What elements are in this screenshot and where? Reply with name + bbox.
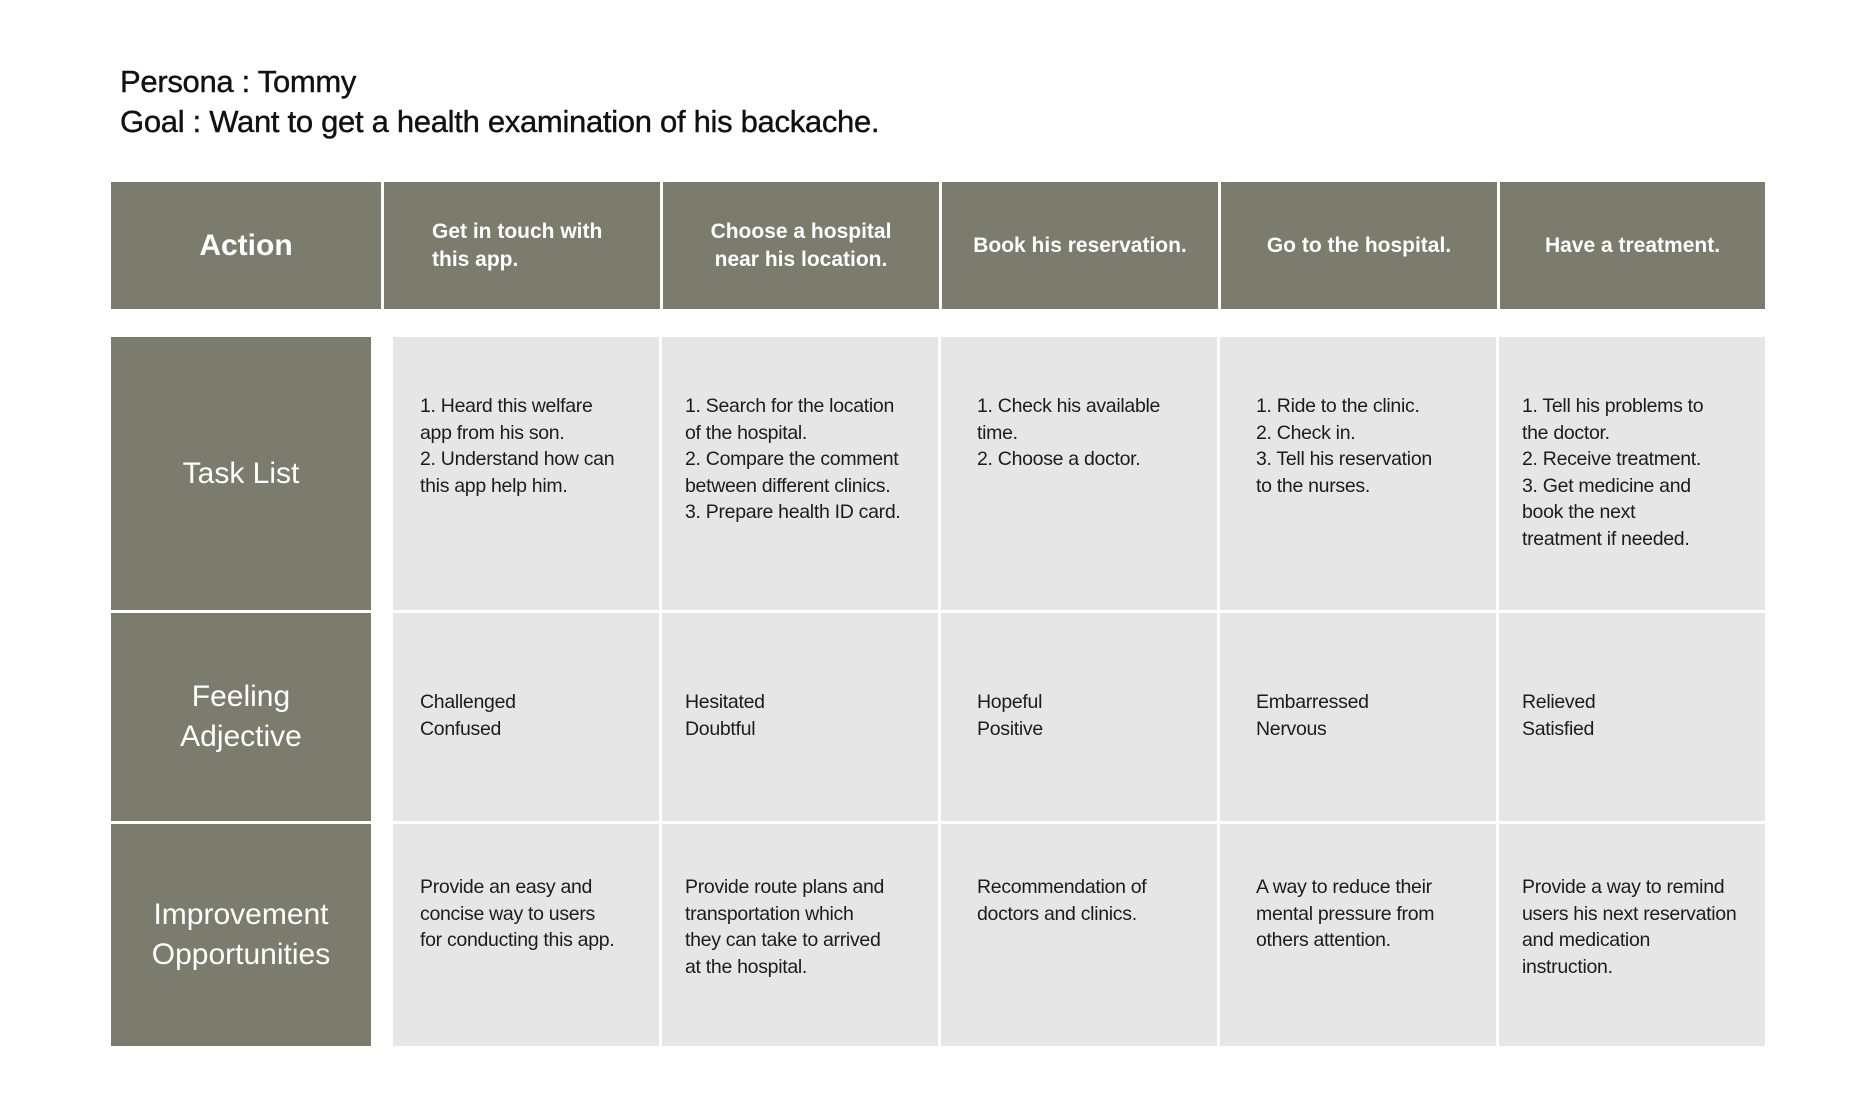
persona-line: Persona : Tommy [120,64,357,99]
improvement-cell-5: Provide a way to remind users his next r… [1499,824,1765,1046]
feeling-cell-5: Relieved Satisfied [1499,613,1765,821]
improvement-cell-2: Provide route plans and transportation w… [662,824,938,1046]
task-cell-2: 1. Search for the location of the hospit… [662,337,938,610]
action-label: Action [111,182,381,309]
feeling-cell-3: Hopeful Positive [941,613,1217,821]
task-cell-5: 1. Tell his problems to the doctor. 2. R… [1499,337,1765,610]
improvement-cell-3: Recommendation of doctors and clinics. [941,824,1217,1046]
step-header-3: Book his reservation. [942,182,1218,309]
step-header-4: Go to the hospital. [1221,182,1497,309]
step-header-1: Get in touch with this app. [384,182,660,309]
improvement-cell-4: A way to reduce their mental pressure fr… [1220,824,1496,1046]
task-cell-4: 1. Ride to the clinic. 2. Check in. 3. T… [1220,337,1496,610]
task-cell-1: 1. Heard this welfare app from his son. … [393,337,659,610]
step-header-2: Choose a hospital near his location. [663,182,939,309]
feeling-cell-1: Challenged Confused [393,613,659,821]
task-cell-3: 1. Check his available time. 2. Choose a… [941,337,1217,610]
action-header-row: Action Get in touch with this app. Choos… [111,182,1765,309]
feeling-cell-4: Embarressed Nervous [1220,613,1496,821]
goal-line: Goal : Want to get a health examination … [120,104,880,139]
step-header-5: Have a treatment. [1500,182,1765,309]
feeling-cell-2: Hesitated Doubtful [662,613,938,821]
row-label-task-list: Task List [111,337,371,610]
row-label-feeling-adjective: Feeling Adjective [111,613,371,821]
row-label-improvement-opportunities: Improvement Opportunities [111,824,371,1046]
improvement-cell-1: Provide an easy and concise way to users… [393,824,659,1046]
journey-map-heading: Persona : Tommy Goal : Want to get a hea… [120,62,880,142]
